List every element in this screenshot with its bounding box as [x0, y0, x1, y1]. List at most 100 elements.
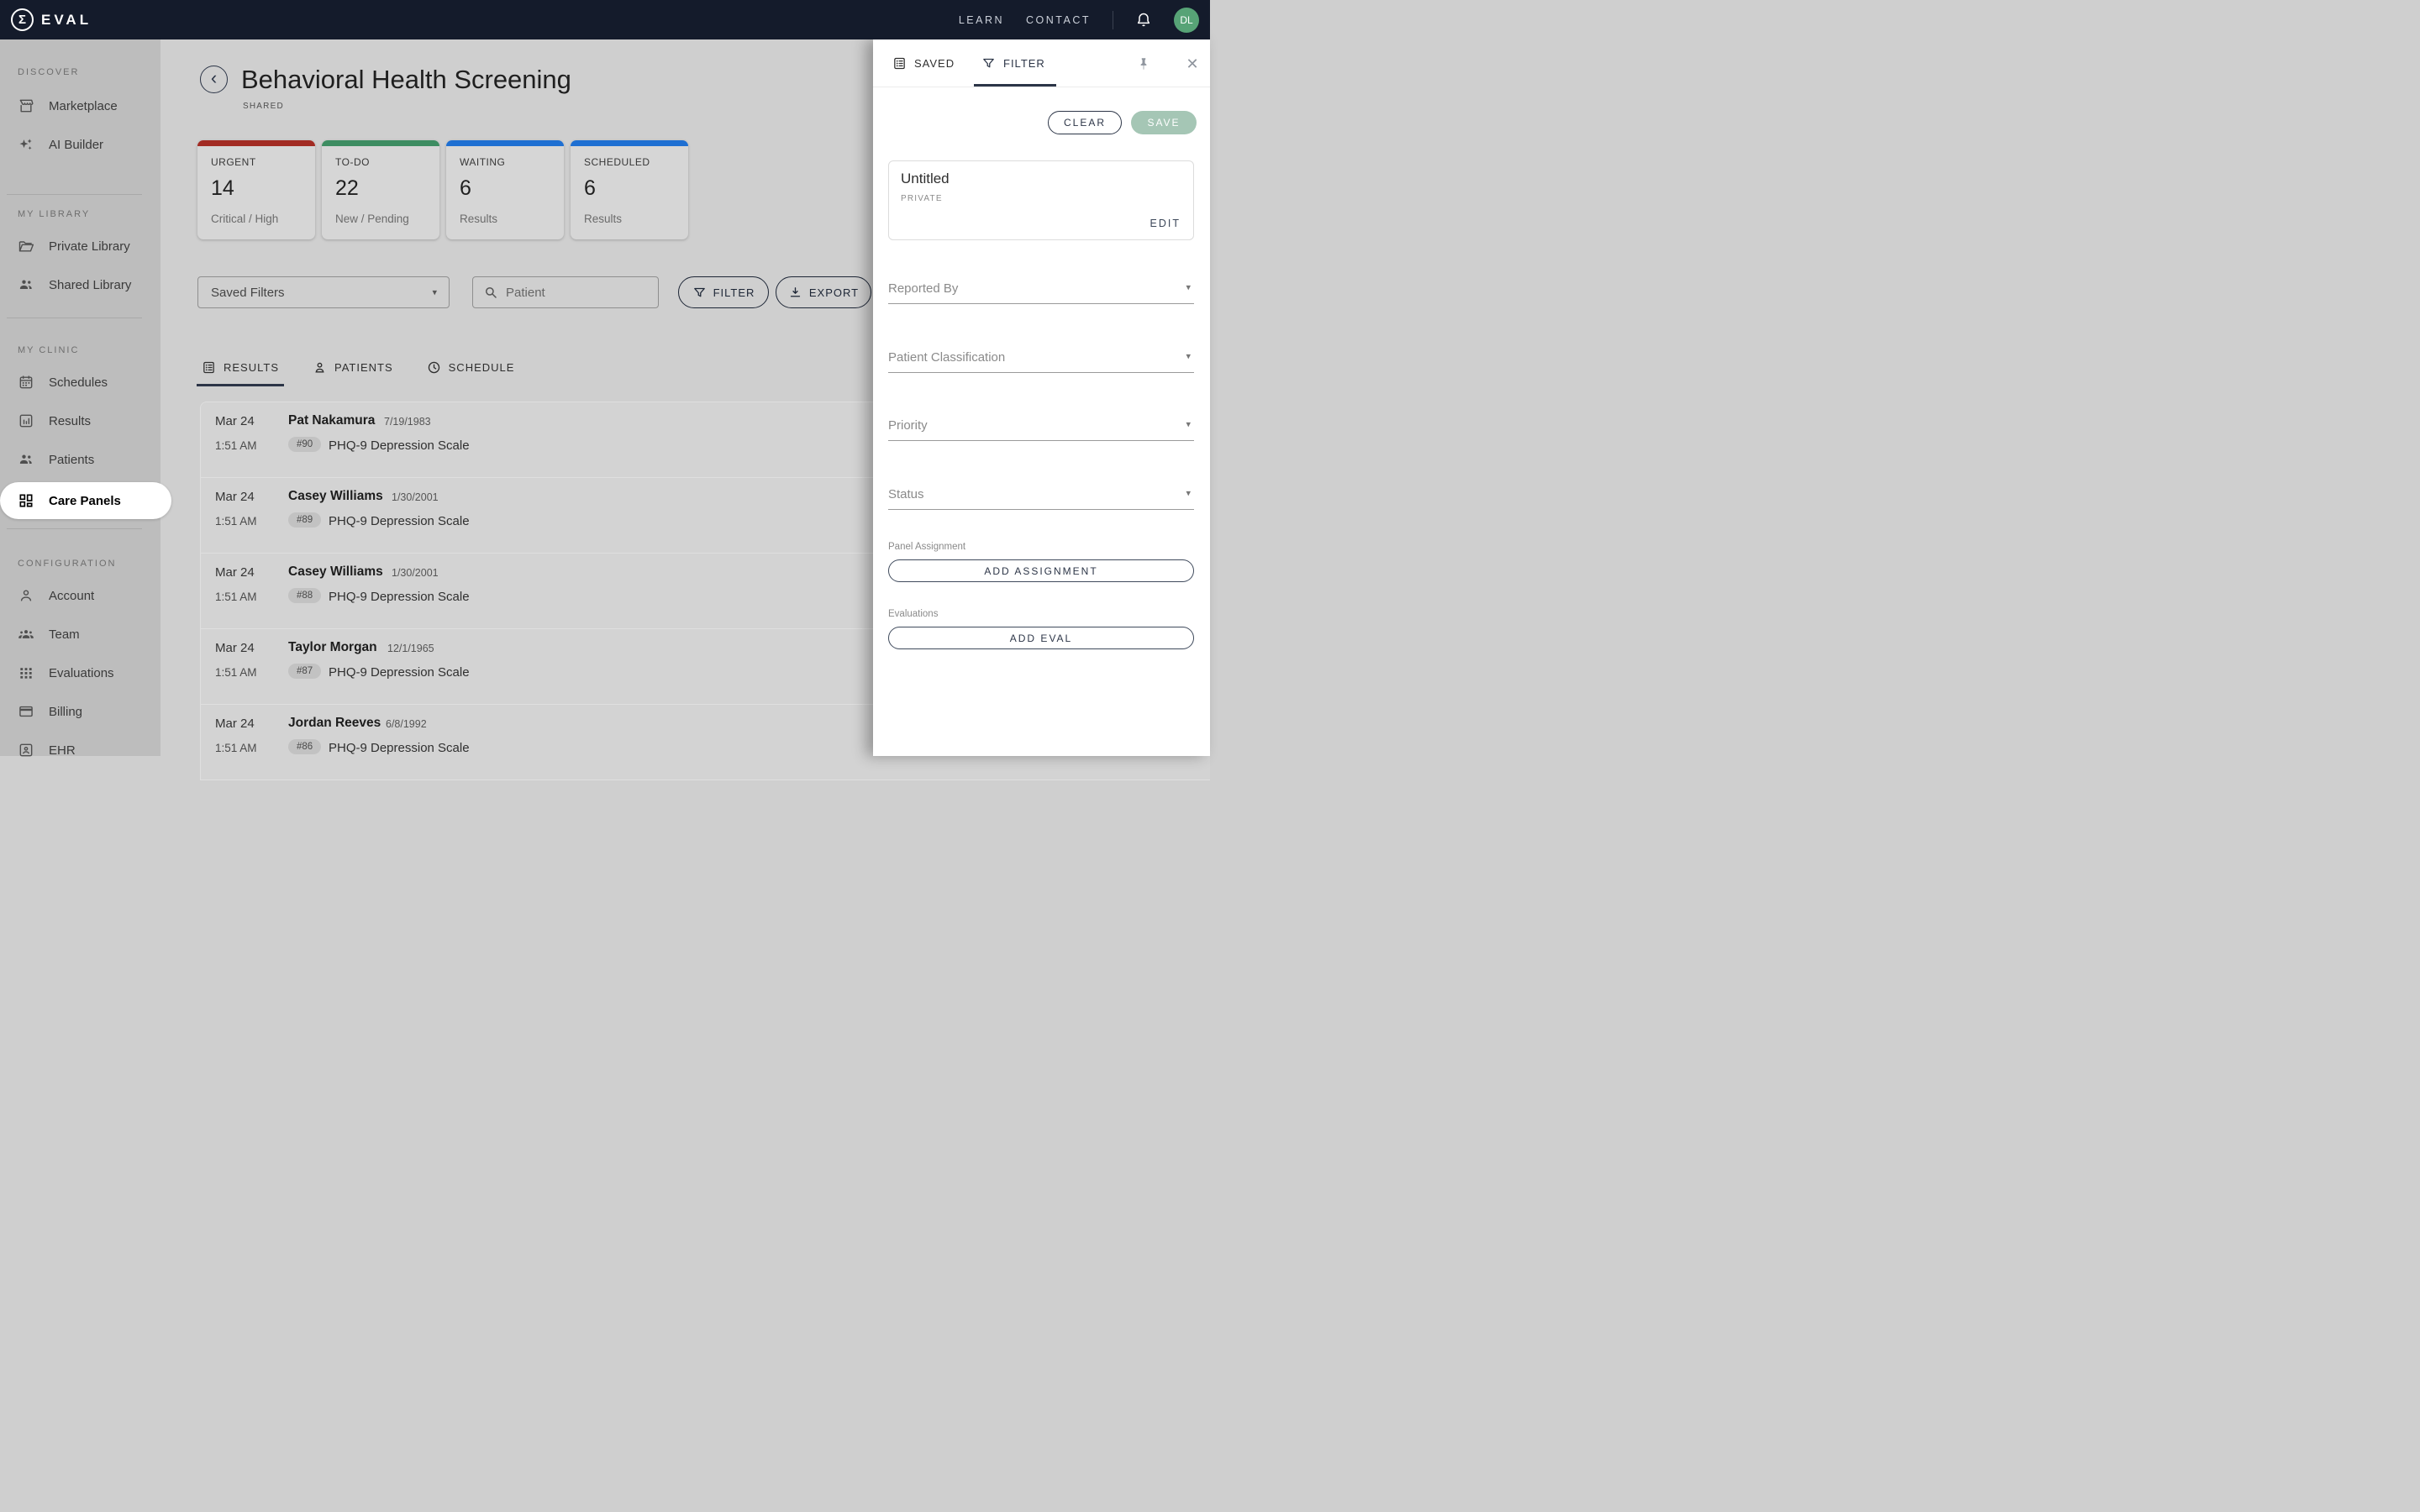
- result-number-badge: #87: [288, 664, 322, 679]
- sidebar-section-my-clinic: MY CLINIC: [18, 345, 80, 355]
- sparkles-icon: [18, 136, 34, 153]
- person-icon: [18, 587, 34, 604]
- result-number-badge: #89: [288, 512, 322, 528]
- result-number-badge: #90: [288, 437, 322, 452]
- sidebar-item-ai-builder[interactable]: AI Builder: [0, 125, 160, 164]
- person-icon: [313, 360, 327, 375]
- search-icon: [483, 285, 498, 300]
- storefront-icon: [18, 97, 34, 114]
- sidebar-item-label: Shared Library: [49, 277, 132, 292]
- sidebar-item-results[interactable]: Results: [0, 402, 160, 440]
- tab-label: PATIENTS: [334, 360, 393, 374]
- stat-value: 14: [211, 176, 234, 200]
- brand-logo[interactable]: Σ EVAL: [11, 8, 92, 31]
- sidebar-item-shared-library[interactable]: Shared Library: [0, 265, 160, 304]
- drawer-tab-label: SAVED: [914, 56, 955, 70]
- select-label: Reported By: [888, 281, 959, 296]
- stat-accent-bar: [322, 140, 439, 146]
- priority-select[interactable]: Priority: [888, 407, 1194, 441]
- filter-drawer: SAVED FILTER CLEAR SAVE Untitled PRIVATE…: [873, 39, 1210, 756]
- tab-patients[interactable]: PATIENTS: [311, 348, 395, 386]
- funnel-icon: [692, 286, 707, 300]
- user-avatar[interactable]: DL: [1174, 7, 1199, 33]
- stat-subtitle: New / Pending: [335, 213, 409, 225]
- stat-label: TO-DO: [335, 156, 370, 168]
- evaluation-name: PHQ-9 Depression Scale: [329, 741, 470, 755]
- tab-results[interactable]: RESULTS: [197, 348, 284, 386]
- filter-visibility: PRIVATE: [901, 194, 943, 203]
- stat-subtitle: Results: [584, 213, 623, 225]
- stat-value: 6: [460, 176, 471, 200]
- sidebar-item-marketplace[interactable]: Marketplace: [0, 87, 160, 125]
- sidebar-item-account[interactable]: Account: [0, 576, 160, 615]
- patient-dob: 6/8/1992: [386, 718, 427, 730]
- reported-by-select[interactable]: Reported By: [888, 270, 1194, 304]
- people-icon: [18, 451, 34, 468]
- edit-link[interactable]: EDIT: [1150, 218, 1181, 229]
- patient-search-input[interactable]: [506, 285, 640, 300]
- export-button-label: EXPORT: [808, 286, 860, 299]
- sidebar-item-evaluations[interactable]: Evaluations: [0, 654, 160, 692]
- brand-name: EVAL: [41, 11, 92, 28]
- result-time: 1:51 AM: [215, 591, 257, 603]
- filter-button[interactable]: FILTER: [678, 276, 769, 308]
- list-icon: [892, 56, 907, 71]
- evaluation-name: PHQ-9 Depression Scale: [329, 514, 470, 528]
- panel-assignment-label: Panel Assignment: [888, 542, 966, 552]
- sidebar-divider: [7, 528, 142, 529]
- back-button[interactable]: [200, 66, 228, 93]
- caret-down-icon: [432, 287, 437, 298]
- caret-down-icon: [1186, 487, 1191, 498]
- pin-icon[interactable]: [1134, 54, 1154, 74]
- sidebar-section-configuration: CONFIGURATION: [18, 559, 117, 569]
- caret-down-icon: [1186, 350, 1191, 361]
- top-bar: Σ EVAL LEARN CONTACT DL: [0, 0, 1210, 39]
- add-eval-button[interactable]: ADD EVAL: [888, 627, 1194, 649]
- sidebar-item-label: AI Builder: [49, 137, 104, 152]
- notifications-bell-icon[interactable]: [1135, 12, 1152, 29]
- sidebar-item-label: EHR: [49, 743, 76, 758]
- result-date: Mar 24: [215, 414, 255, 428]
- caret-down-icon: [1186, 418, 1191, 429]
- contact-link[interactable]: CONTACT: [1026, 13, 1091, 26]
- stat-card-todo[interactable]: TO-DO 22 New / Pending: [322, 140, 439, 239]
- result-time: 1:51 AM: [215, 439, 257, 452]
- evaluation-name: PHQ-9 Depression Scale: [329, 438, 470, 453]
- patient-classification-select[interactable]: Patient Classification: [888, 339, 1194, 373]
- sidebar-item-schedules[interactable]: Schedules: [0, 363, 160, 402]
- learn-link[interactable]: LEARN: [958, 13, 1004, 26]
- tab-schedule[interactable]: SCHEDULE: [425, 348, 517, 386]
- stat-card-urgent[interactable]: URGENT 14 Critical / High: [197, 140, 315, 239]
- status-select[interactable]: Status: [888, 476, 1194, 510]
- clock-icon: [427, 360, 441, 375]
- drawer-tab-filter[interactable]: FILTER: [981, 39, 1045, 87]
- stat-value: 22: [335, 176, 359, 200]
- stat-card-waiting[interactable]: WAITING 6 Results: [446, 140, 564, 239]
- sidebar-item-ehr[interactable]: EHR: [0, 731, 160, 769]
- result-date: Mar 24: [215, 490, 255, 504]
- stat-card-scheduled[interactable]: SCHEDULED 6 Results: [571, 140, 688, 239]
- sidebar-item-team[interactable]: Team: [0, 615, 160, 654]
- result-date: Mar 24: [215, 565, 255, 580]
- close-icon[interactable]: [1182, 54, 1202, 74]
- sidebar-section-my-library: MY LIBRARY: [18, 209, 91, 219]
- groups-icon: [18, 626, 34, 643]
- sidebar-item-label: Results: [49, 413, 92, 428]
- credit-card-icon: [18, 703, 34, 720]
- sidebar-item-label: Evaluations: [49, 665, 114, 680]
- save-button[interactable]: SAVE: [1131, 111, 1197, 134]
- sidebar-item-private-library[interactable]: Private Library: [0, 227, 160, 265]
- sidebar-item-label: Marketplace: [49, 98, 118, 113]
- clear-button[interactable]: CLEAR: [1048, 111, 1122, 134]
- add-assignment-button[interactable]: ADD ASSIGNMENT: [888, 559, 1194, 582]
- sidebar-item-billing[interactable]: Billing: [0, 692, 160, 731]
- stat-label: URGENT: [211, 156, 256, 168]
- export-button[interactable]: EXPORT: [776, 276, 871, 308]
- folder-icon: [18, 238, 34, 255]
- select-label: Priority: [888, 418, 928, 433]
- sidebar-item-patients[interactable]: Patients: [0, 440, 160, 479]
- saved-filters-select[interactable]: Saved Filters: [197, 276, 450, 308]
- sidebar-item-care-panels[interactable]: Care Panels: [0, 482, 171, 519]
- evaluation-name: PHQ-9 Depression Scale: [329, 665, 470, 680]
- drawer-tab-saved[interactable]: SAVED: [892, 39, 955, 87]
